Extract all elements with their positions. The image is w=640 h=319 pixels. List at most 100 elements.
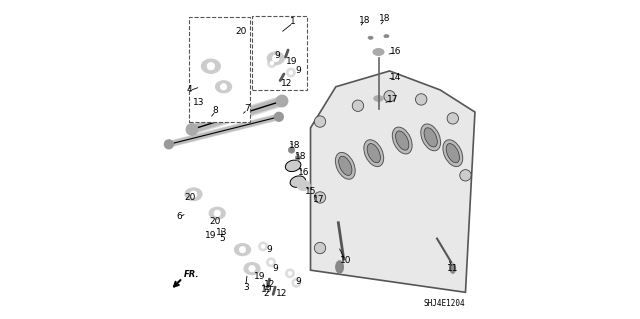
Text: 18: 18: [295, 152, 307, 161]
Circle shape: [259, 242, 268, 251]
Circle shape: [269, 260, 273, 264]
Circle shape: [186, 124, 198, 135]
Circle shape: [214, 210, 220, 217]
Text: 11: 11: [447, 264, 459, 273]
Ellipse shape: [446, 144, 460, 163]
Ellipse shape: [267, 52, 284, 65]
Circle shape: [270, 61, 274, 65]
Circle shape: [384, 91, 396, 102]
Text: 12: 12: [264, 280, 275, 289]
Circle shape: [266, 258, 275, 267]
Text: 20: 20: [236, 27, 246, 36]
Text: 19: 19: [260, 285, 272, 294]
Text: 16: 16: [298, 168, 310, 177]
Ellipse shape: [202, 59, 220, 73]
Ellipse shape: [285, 160, 301, 172]
Text: 18: 18: [379, 14, 390, 23]
Ellipse shape: [297, 180, 310, 190]
Ellipse shape: [335, 261, 344, 273]
Text: 18: 18: [358, 16, 370, 25]
Text: 13: 13: [216, 228, 228, 237]
Circle shape: [190, 191, 197, 198]
Circle shape: [289, 147, 294, 153]
Circle shape: [285, 269, 294, 278]
Text: 6: 6: [177, 212, 182, 221]
Ellipse shape: [424, 128, 437, 147]
Ellipse shape: [234, 244, 251, 256]
Ellipse shape: [335, 152, 355, 179]
Circle shape: [272, 55, 279, 62]
Text: 19: 19: [205, 231, 217, 240]
Circle shape: [314, 242, 326, 254]
Ellipse shape: [244, 263, 260, 275]
Text: 15: 15: [305, 187, 316, 196]
Text: 5: 5: [220, 234, 225, 243]
FancyBboxPatch shape: [252, 16, 307, 90]
Circle shape: [314, 116, 326, 127]
Text: 19: 19: [286, 57, 298, 66]
Ellipse shape: [450, 264, 456, 273]
Text: 9: 9: [273, 264, 278, 273]
Ellipse shape: [373, 48, 384, 56]
Ellipse shape: [339, 156, 352, 175]
Text: SHJ4E1204: SHJ4E1204: [424, 299, 465, 308]
Circle shape: [294, 281, 298, 285]
Text: 3: 3: [243, 283, 248, 292]
Text: 20: 20: [209, 217, 221, 226]
FancyBboxPatch shape: [189, 17, 250, 122]
Text: 19: 19: [253, 272, 265, 281]
Ellipse shape: [384, 34, 389, 38]
Text: 2: 2: [264, 289, 269, 298]
Text: 9: 9: [266, 245, 272, 254]
Text: 14: 14: [390, 73, 401, 82]
Ellipse shape: [396, 131, 409, 150]
Ellipse shape: [443, 140, 463, 167]
Ellipse shape: [374, 96, 383, 101]
Circle shape: [268, 59, 276, 68]
Text: 9: 9: [295, 66, 301, 76]
Ellipse shape: [368, 36, 373, 39]
Circle shape: [275, 112, 284, 121]
Text: 1: 1: [291, 18, 296, 26]
Text: 18: 18: [289, 141, 300, 150]
Circle shape: [164, 140, 173, 149]
Circle shape: [261, 245, 265, 249]
Polygon shape: [310, 71, 475, 292]
Text: 13: 13: [193, 98, 205, 107]
Text: 17: 17: [387, 95, 399, 104]
Text: 16: 16: [390, 48, 402, 56]
Text: 17: 17: [313, 195, 324, 204]
Text: 10: 10: [340, 256, 351, 265]
Text: 7: 7: [244, 104, 250, 113]
Circle shape: [460, 170, 471, 181]
Ellipse shape: [392, 127, 412, 154]
Ellipse shape: [367, 144, 380, 163]
Ellipse shape: [290, 176, 306, 187]
Circle shape: [249, 265, 255, 272]
Text: FR.: FR.: [184, 271, 200, 279]
Circle shape: [447, 113, 458, 124]
Ellipse shape: [209, 207, 225, 219]
Circle shape: [415, 94, 427, 105]
Circle shape: [295, 155, 300, 160]
Text: 12: 12: [276, 289, 288, 298]
Circle shape: [239, 246, 246, 253]
Circle shape: [220, 84, 227, 90]
Text: 9: 9: [275, 51, 280, 60]
Circle shape: [289, 70, 293, 74]
Ellipse shape: [364, 140, 383, 167]
Text: 12: 12: [281, 79, 292, 88]
Circle shape: [292, 278, 301, 287]
Circle shape: [287, 68, 295, 77]
Ellipse shape: [185, 188, 202, 201]
Text: 8: 8: [212, 106, 218, 115]
Circle shape: [352, 100, 364, 111]
Text: 9: 9: [295, 277, 301, 286]
Ellipse shape: [420, 124, 440, 151]
Circle shape: [288, 271, 292, 275]
Circle shape: [276, 95, 288, 107]
Circle shape: [207, 63, 214, 70]
Ellipse shape: [216, 81, 232, 93]
Text: 20: 20: [185, 193, 196, 202]
Text: 4: 4: [187, 85, 193, 94]
